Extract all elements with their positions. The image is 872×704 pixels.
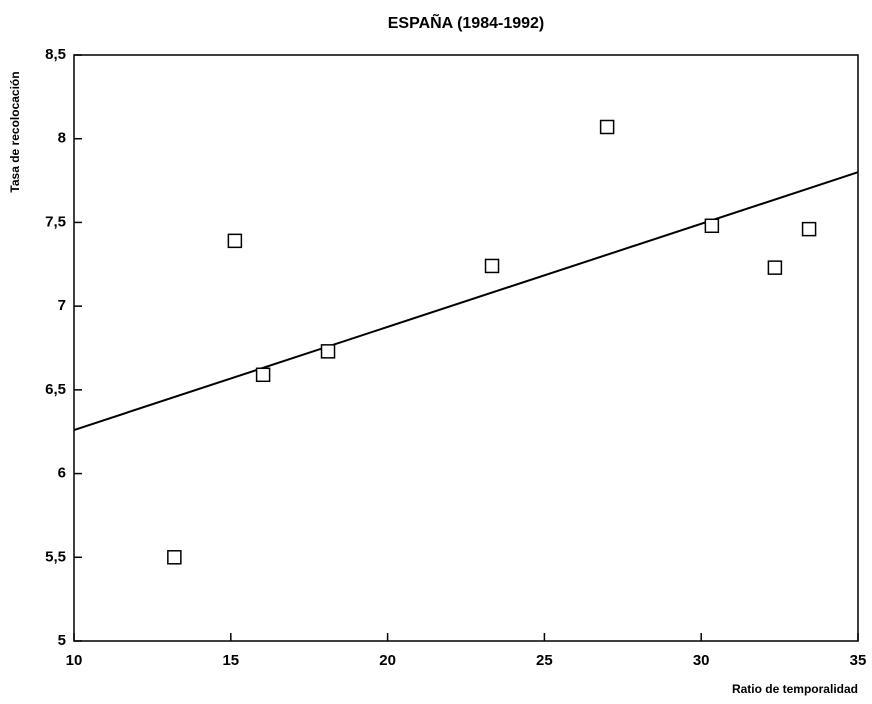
y-tick-label: 5,5	[45, 548, 66, 565]
x-tick-label: 25	[536, 652, 553, 669]
point	[227, 233, 243, 249]
point	[767, 260, 783, 275]
y-axis-label: Tasa de recolocación	[8, 71, 22, 192]
y-tick-label: 6	[58, 465, 66, 482]
x-tick-label: 30	[693, 652, 710, 669]
point	[704, 218, 720, 234]
plot-frame	[73, 54, 859, 642]
y-tick-label: 7,5	[45, 213, 66, 230]
y-tick-label: 5	[58, 632, 66, 649]
x-tick-label: 10	[66, 652, 83, 669]
point	[320, 344, 336, 359]
trend-line	[73, 171, 859, 431]
x-tick-label: 20	[379, 652, 396, 669]
x-tick-label: 15	[222, 652, 239, 669]
point	[167, 550, 182, 565]
x-tick-label: 35	[850, 652, 867, 669]
y-tick-label: 7	[58, 297, 66, 314]
x-axis-label: Ratio de temporalidad	[732, 682, 858, 696]
point	[255, 367, 271, 383]
chart-title: ESPAÑA (1984-1992)	[388, 12, 545, 32]
point	[484, 258, 500, 274]
y-tick-label: 8	[58, 130, 66, 147]
y-tick-label: 6,5	[45, 381, 66, 398]
y-tick-label: 8,5	[45, 46, 66, 63]
point	[599, 119, 615, 135]
point	[801, 221, 817, 237]
